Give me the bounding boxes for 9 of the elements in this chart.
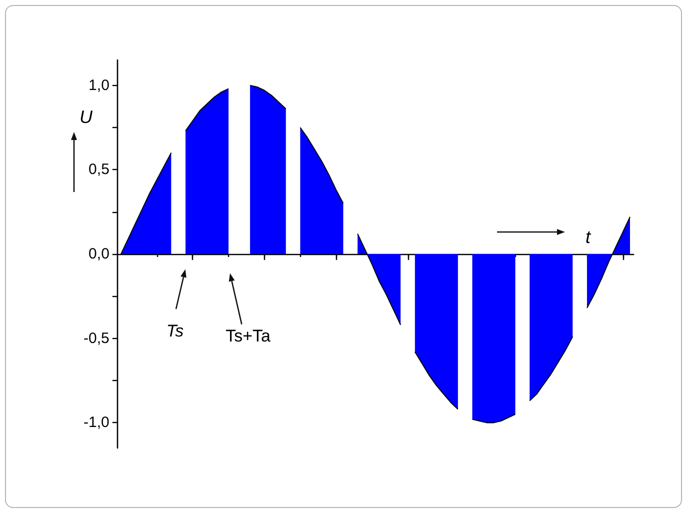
y-tick-label: 1,0 [88,76,110,94]
y-axis-title: U [80,107,94,127]
annotation: Ts [166,322,184,340]
y-tick-label: 0,0 [88,246,110,262]
y-tick-label: -0,5 [84,330,110,347]
x-axis-title: t [585,227,592,247]
annotation: Ts+Ta [226,326,271,346]
y-tick-label: -1,0 [84,414,110,432]
y-tick-label: 0,5 [88,161,110,178]
